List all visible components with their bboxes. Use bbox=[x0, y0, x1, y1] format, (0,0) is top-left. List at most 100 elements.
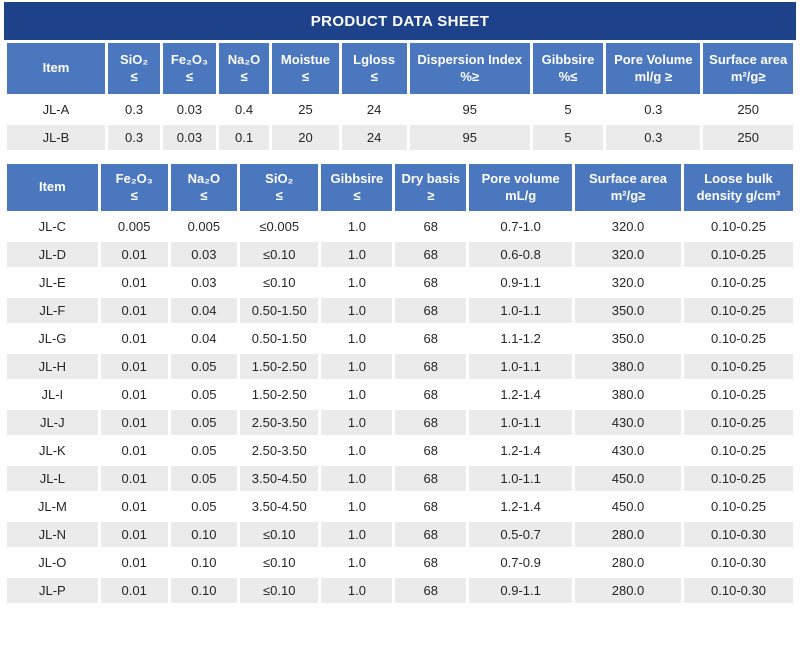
product-data-sheet: PRODUCT DATA SHEET Item SiO₂ ≤ Fe₂O₃ ≤ Na₂O ≤ M… bbox=[4, 2, 796, 603]
item-cell: JL-D bbox=[7, 242, 98, 267]
value-cell: 0.01 bbox=[100, 438, 168, 463]
col-header-line1: Gibbsire bbox=[330, 170, 384, 186]
value-cell: 0.03 bbox=[163, 97, 216, 122]
value-cell: 450.0 bbox=[575, 494, 681, 519]
value-cell: 0.3 bbox=[107, 125, 161, 150]
table-row-jl-k: JL-K 0.01 0.05 2.50-3.50 1.0 68 1.2-1.4 430.0 0.… bbox=[7, 438, 793, 463]
value-cell: 0.50-1.50 bbox=[240, 326, 319, 351]
value-cell: 450.0 bbox=[575, 466, 681, 491]
value-cell: 20 bbox=[272, 125, 339, 150]
value-cell: 68 bbox=[395, 438, 467, 463]
value-cell: 1.1-1.2 bbox=[469, 326, 573, 351]
value-cell: ≤0.10 bbox=[240, 270, 319, 295]
col-header-line2: m²/g≥ bbox=[730, 68, 766, 84]
item-cell: JL-N bbox=[7, 522, 98, 547]
col-header-line1: Dry basis bbox=[401, 170, 461, 186]
value-cell: 350.0 bbox=[575, 298, 681, 323]
table-row-jl-l: JL-L 0.01 0.05 3.50-4.50 1.0 68 1.0-1.1 450.0 0.… bbox=[7, 466, 793, 491]
value-cell: 0.3 bbox=[107, 97, 161, 122]
value-cell: 68 bbox=[395, 326, 467, 351]
value-cell: 250 bbox=[703, 97, 793, 122]
value-cell: 0.01 bbox=[100, 382, 168, 407]
table-row-jl-m: JL-M 0.01 0.05 3.50-4.50 1.0 68 1.2-1.4 450.0 0.… bbox=[7, 494, 793, 519]
col-header-line2: ml/g ≥ bbox=[634, 68, 673, 84]
value-cell: 0.01 bbox=[100, 354, 168, 379]
value-cell: 0.10-0.30 bbox=[683, 550, 793, 575]
value-cell: 1.0 bbox=[321, 326, 393, 351]
table-row-jl-b: JL-B 0.3 0.03 0.1 20 24 95 5 0.3 250 bbox=[7, 125, 793, 150]
value-cell: 0.10 bbox=[170, 578, 237, 603]
col-header-sio: SiO₂ ≤ bbox=[240, 164, 319, 211]
col-header-line1: Moistue bbox=[280, 51, 331, 67]
table-row-jl-h: JL-H 0.01 0.05 1.50-2.50 1.0 68 1.0-1.1 380.0 0.… bbox=[7, 354, 793, 379]
col-header-line2: ≤ bbox=[130, 68, 138, 84]
value-cell: 0.3 bbox=[606, 125, 701, 150]
value-cell: 68 bbox=[395, 354, 467, 379]
item-cell: JL-B bbox=[7, 125, 105, 150]
title-bar: PRODUCT DATA SHEET bbox=[4, 2, 796, 40]
value-cell: 0.05 bbox=[170, 410, 237, 435]
col-header-line2: mL/g bbox=[505, 187, 537, 203]
value-cell: ≤0.005 bbox=[240, 214, 319, 239]
col-header-surface-area: Surface area m²/g≥ bbox=[575, 164, 681, 211]
col-header-surface-area: Surface area m²/g≥ bbox=[703, 43, 793, 94]
value-cell: 1.0-1.1 bbox=[469, 410, 573, 435]
value-cell: 24 bbox=[341, 97, 407, 122]
col-header-line2: ≤ bbox=[240, 68, 248, 84]
value-cell: 1.0 bbox=[321, 438, 393, 463]
value-cell: 0.01 bbox=[100, 410, 168, 435]
value-cell: 1.0 bbox=[321, 522, 393, 547]
col-header-line1: Fe₂O₃ bbox=[170, 51, 208, 67]
col-header-gibbsire: Gibbsire ≤ bbox=[321, 164, 393, 211]
item-cell: JL-F bbox=[7, 298, 98, 323]
value-cell: 0.05 bbox=[170, 438, 237, 463]
value-cell: 0.10-0.25 bbox=[683, 298, 793, 323]
col-header-line2: ≥ bbox=[427, 187, 435, 203]
col-header-na-o: Na₂O ≤ bbox=[218, 43, 270, 94]
value-cell: 68 bbox=[395, 522, 467, 547]
value-cell: 0.9-1.1 bbox=[469, 578, 573, 603]
col-header-line2: %≥ bbox=[460, 68, 480, 84]
col-header-item: Item bbox=[7, 43, 105, 94]
col-header-line2: %≤ bbox=[558, 68, 578, 84]
value-cell: 0.4 bbox=[218, 97, 270, 122]
value-cell: 0.10-0.25 bbox=[683, 354, 793, 379]
value-cell: 0.10-0.25 bbox=[683, 438, 793, 463]
value-cell: 1.0 bbox=[321, 298, 393, 323]
value-cell: 0.10 bbox=[170, 550, 237, 575]
col-header-line1: Gibbsire bbox=[541, 51, 595, 67]
col-header-line1: SiO₂ bbox=[265, 170, 294, 186]
value-cell: 0.03 bbox=[170, 270, 237, 295]
value-cell: 1.0-1.1 bbox=[469, 298, 573, 323]
value-cell: 350.0 bbox=[575, 326, 681, 351]
value-cell: 0.10-0.25 bbox=[683, 326, 793, 351]
value-cell: 0.01 bbox=[100, 270, 168, 295]
col-header-pore-volume: Pore volume mL/g bbox=[469, 164, 573, 211]
value-cell: 280.0 bbox=[575, 550, 681, 575]
value-cell: 95 bbox=[409, 125, 530, 150]
value-cell: 68 bbox=[395, 214, 467, 239]
col-header-line2: density g/cm³ bbox=[696, 187, 781, 203]
value-cell: 320.0 bbox=[575, 270, 681, 295]
table-row-jl-a: JL-A 0.3 0.03 0.4 25 24 95 5 0.3 250 bbox=[7, 97, 793, 122]
value-cell: 0.3 bbox=[606, 97, 701, 122]
col-header-line1: Lgloss bbox=[353, 51, 396, 67]
value-cell: 3.50-4.50 bbox=[240, 494, 319, 519]
col-header-fe-o: Fe₂O₃ ≤ bbox=[163, 43, 216, 94]
value-cell: 5 bbox=[532, 125, 604, 150]
value-cell: 250 bbox=[703, 125, 793, 150]
col-header-line1: Item bbox=[38, 179, 66, 195]
col-header-line1: SiO₂ bbox=[120, 51, 149, 67]
value-cell: 0.10-0.25 bbox=[683, 214, 793, 239]
value-cell: 1.2-1.4 bbox=[469, 438, 573, 463]
value-cell: 24 bbox=[341, 125, 407, 150]
table-row-jl-c: JL-C 0.005 0.005 ≤0.005 1.0 68 0.7-1.0 320.0 0.1… bbox=[7, 214, 793, 239]
value-cell: 0.01 bbox=[100, 298, 168, 323]
item-cell: JL-A bbox=[7, 97, 105, 122]
value-cell: 68 bbox=[395, 410, 467, 435]
value-cell: 2.50-3.50 bbox=[240, 410, 319, 435]
value-cell: ≤0.10 bbox=[240, 522, 319, 547]
table-row-jl-f: JL-F 0.01 0.04 0.50-1.50 1.0 68 1.0-1.1 350.0 0.… bbox=[7, 298, 793, 323]
value-cell: 1.0 bbox=[321, 382, 393, 407]
value-cell: 1.0 bbox=[321, 494, 393, 519]
